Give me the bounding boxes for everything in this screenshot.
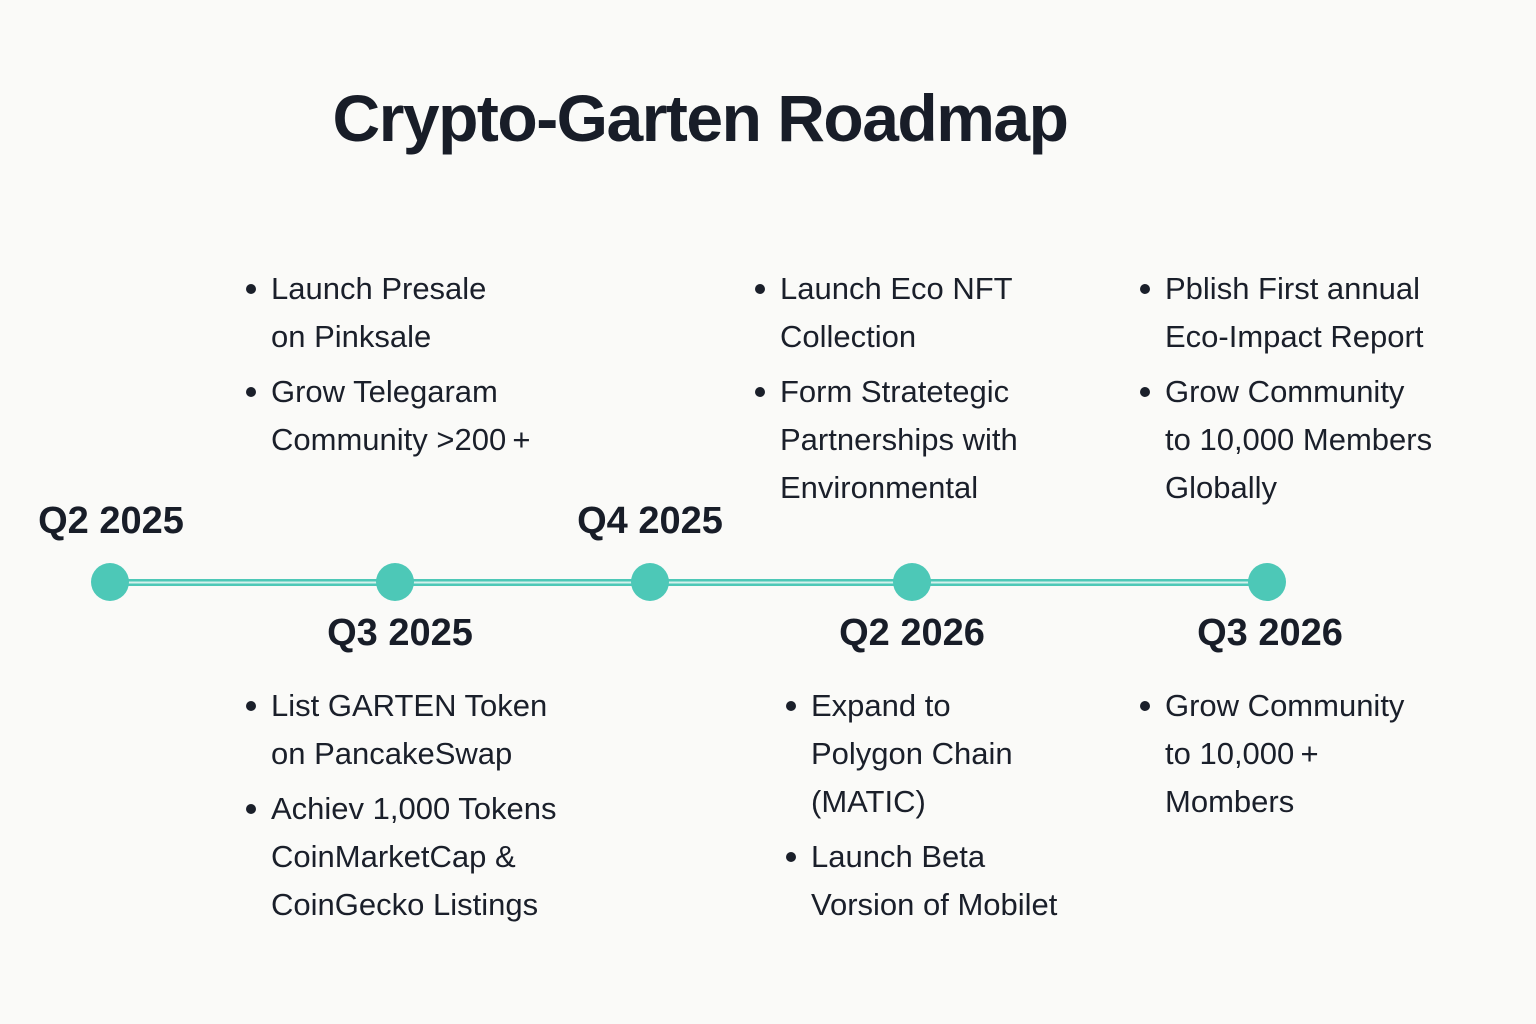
milestone-item-text: Grow Community to 10,000 Members Globall…	[1165, 374, 1433, 505]
bullet-icon	[246, 387, 256, 397]
milestone-items-q3-2026: Grow Community to 10,000 + Mombers	[1140, 682, 1404, 833]
milestone-item-text: Grow Community to 10,000 + Mombers	[1165, 688, 1405, 819]
bullet-icon	[1140, 701, 1150, 711]
milestone-items-top-right: Pblish First annual Eco-Impact Report Gr…	[1140, 265, 1432, 519]
list-item: Achiev 1,000 Tokens CoinMarketCap & Coin…	[246, 785, 557, 929]
milestone-item-text: Achiev 1,000 Tokens CoinMarketCap & Coin…	[271, 791, 557, 922]
milestone-items-q2-2025: Launch Presale on Pinksale Grow Telegara…	[246, 265, 531, 471]
bullet-icon	[786, 701, 796, 711]
list-item: Expand to Polygon Chain (MATIC)	[786, 682, 1057, 826]
milestone-item-text: Launch Presale on Pinksale	[271, 271, 487, 354]
timeline-dot	[91, 563, 129, 601]
milestone-items-q4-2025: Launch Eco NFT Collection Form Strateteg…	[755, 265, 1018, 519]
bullet-icon	[1140, 387, 1150, 397]
bullet-icon	[246, 701, 256, 711]
timeline-dot	[893, 563, 931, 601]
milestone-item-text: Launch Eco NFT Collection	[780, 271, 1013, 354]
timeline-dot	[376, 563, 414, 601]
list-item: Grow Community to 10,000 + Mombers	[1140, 682, 1404, 826]
milestone-items-q3-2025: List GARTEN Token on PancakeSwap Achiev …	[246, 682, 557, 936]
bullet-icon	[1140, 284, 1150, 294]
milestone-item-text: Form Stratetegic Partnerships with Envir…	[780, 374, 1018, 505]
list-item: Launch Eco NFT Collection	[755, 265, 1018, 361]
bullet-icon	[246, 804, 256, 814]
list-item: Launch Presale on Pinksale	[246, 265, 531, 361]
quarter-label-q2-2025: Q2 2025	[38, 500, 184, 542]
quarter-label-q3-2026: Q3 2026	[1197, 612, 1343, 654]
list-item: Pblish First annual Eco-Impact Report	[1140, 265, 1432, 361]
list-item: Form Stratetegic Partnerships with Envir…	[755, 368, 1018, 512]
milestone-item-text: Grow Telegaram Community >200 +	[271, 374, 531, 457]
list-item: Launch Beta Vorsion of Mobilet	[786, 833, 1057, 929]
bullet-icon	[755, 387, 765, 397]
milestone-item-text: Launch Beta Vorsion of Mobilet	[811, 839, 1058, 922]
quarter-label-q2-2026: Q2 2026	[839, 612, 985, 654]
milestone-item-text: Expand to Polygon Chain (MATIC)	[811, 688, 1013, 819]
quarter-label-q3-2025: Q3 2025	[327, 612, 473, 654]
milestone-item-text: List GARTEN Token on PancakeSwap	[271, 688, 548, 771]
list-item: Grow Community to 10,000 Members Globall…	[1140, 368, 1432, 512]
bullet-icon	[786, 852, 796, 862]
bullet-icon	[246, 284, 256, 294]
bullet-icon	[755, 284, 765, 294]
quarter-label-q4-2025: Q4 2025	[577, 500, 723, 542]
timeline-dot	[1248, 563, 1286, 601]
list-item: List GARTEN Token on PancakeSwap	[246, 682, 557, 778]
milestone-items-q2-2026: Expand to Polygon Chain (MATIC) Launch B…	[786, 682, 1057, 936]
milestone-item-text: Pblish First annual Eco-Impact Report	[1165, 271, 1424, 354]
page-title: Crypto-Garten Roadmap	[332, 81, 1069, 155]
list-item: Grow Telegaram Community >200 +	[246, 368, 531, 464]
timeline-line	[110, 579, 1267, 586]
timeline-dot	[631, 563, 669, 601]
